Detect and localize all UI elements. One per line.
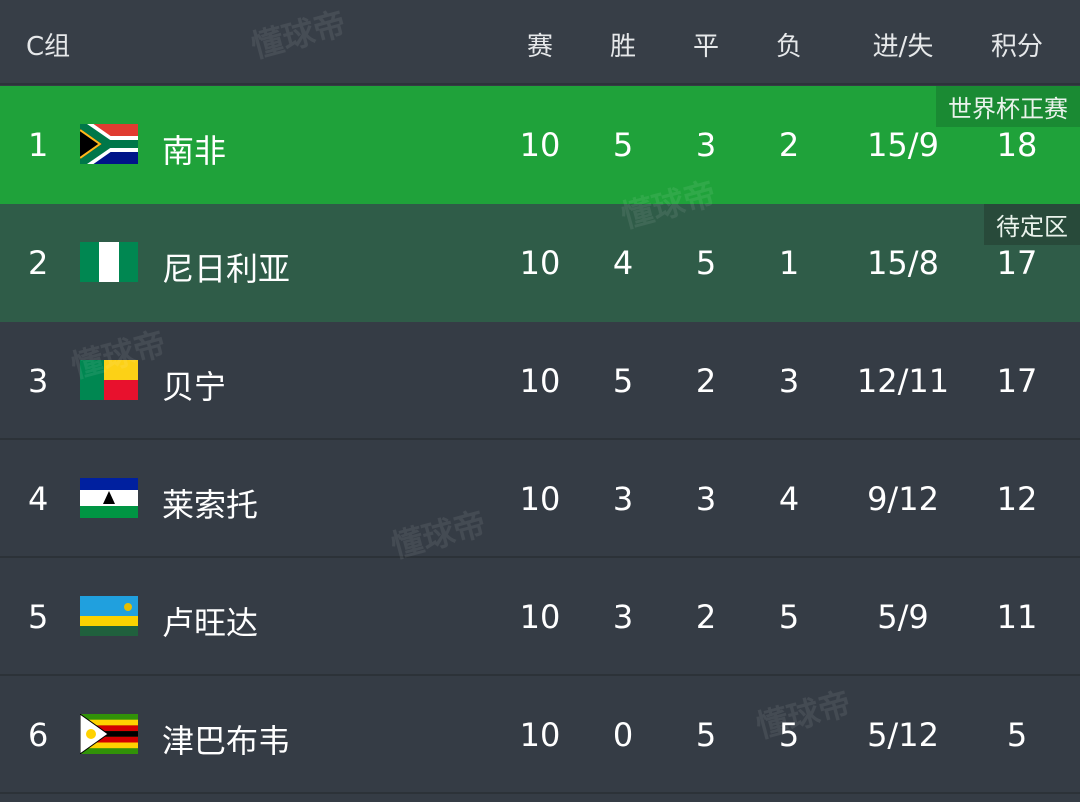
table-row[interactable]: 2 尼日利亚 10 4 5 1 15/8 17 待定区 xyxy=(0,204,1080,322)
benin-flag-icon xyxy=(80,360,138,400)
table-row[interactable]: 3 贝宁 10 5 2 3 12/11 17 xyxy=(0,322,1080,440)
col-played: 赛 xyxy=(526,32,554,62)
group-title: C组 xyxy=(26,32,71,62)
played-value: 10 xyxy=(519,244,561,282)
goals-value: 15/8 xyxy=(867,244,939,282)
points-value: 5 xyxy=(1006,716,1028,754)
played-value: 10 xyxy=(519,362,561,400)
goals-value: 5/9 xyxy=(877,598,929,636)
drawn-value: 3 xyxy=(695,126,717,164)
rank: 5 xyxy=(28,598,49,636)
rank: 3 xyxy=(28,362,49,400)
won-value: 3 xyxy=(612,598,634,636)
points-value: 12 xyxy=(996,480,1038,518)
table-row[interactable]: 1 南非 10 5 3 2 15/9 18 世界杯正赛 xyxy=(0,86,1080,204)
table-header: C组 赛 胜 平 负 进/失 积分 xyxy=(0,0,1080,85)
table-row[interactable]: 6 津巴布韦 10 0 5 5 5/12 5 xyxy=(0,676,1080,794)
drawn-value: 2 xyxy=(695,598,717,636)
lost-value: 3 xyxy=(778,362,800,400)
goals-value: 15/9 xyxy=(867,126,939,164)
col-points: 积分 xyxy=(990,32,1044,62)
lost-value: 5 xyxy=(778,598,800,636)
team-name[interactable]: 南非 xyxy=(162,132,227,170)
lost-value: 2 xyxy=(778,126,800,164)
rank: 1 xyxy=(28,126,49,164)
team-name[interactable]: 莱索托 xyxy=(162,486,259,524)
won-value: 4 xyxy=(612,244,634,282)
rank: 4 xyxy=(28,480,49,518)
played-value: 10 xyxy=(519,716,561,754)
played-value: 10 xyxy=(519,598,561,636)
points-value: 17 xyxy=(996,362,1038,400)
drawn-value: 3 xyxy=(695,480,717,518)
col-goals: 进/失 xyxy=(872,32,934,62)
team-name[interactable]: 津巴布韦 xyxy=(162,722,291,760)
table-row[interactable]: 5 卢旺达 10 3 2 5 5/9 11 xyxy=(0,558,1080,676)
zimbabwe-flag-icon xyxy=(80,714,138,754)
rank: 6 xyxy=(28,716,49,754)
lost-value: 4 xyxy=(778,480,800,518)
lesotho-flag-icon xyxy=(80,478,138,518)
points-value: 18 xyxy=(996,126,1038,164)
drawn-value: 5 xyxy=(695,716,717,754)
status-badge: 待定区 xyxy=(984,204,1080,245)
goals-value: 5/12 xyxy=(867,716,939,754)
nigeria-flag-icon xyxy=(80,242,138,282)
won-value: 5 xyxy=(612,362,634,400)
south-africa-flag-icon xyxy=(80,124,138,164)
played-value: 10 xyxy=(519,480,561,518)
lost-value: 5 xyxy=(778,716,800,754)
col-won: 胜 xyxy=(609,32,637,62)
col-lost: 负 xyxy=(775,32,803,62)
rank: 2 xyxy=(28,244,49,282)
team-name[interactable]: 卢旺达 xyxy=(162,604,259,642)
won-value: 5 xyxy=(612,126,634,164)
points-value: 11 xyxy=(996,598,1038,636)
team-name[interactable]: 尼日利亚 xyxy=(162,250,291,288)
col-drawn: 平 xyxy=(692,32,720,62)
goals-value: 9/12 xyxy=(867,480,939,518)
table-row[interactable]: 4 莱索托 10 3 3 4 9/12 12 xyxy=(0,440,1080,558)
drawn-value: 5 xyxy=(695,244,717,282)
drawn-value: 2 xyxy=(695,362,717,400)
rwanda-flag-icon xyxy=(80,596,138,636)
played-value: 10 xyxy=(519,126,561,164)
team-name[interactable]: 贝宁 xyxy=(162,368,227,406)
goals-value: 12/11 xyxy=(856,362,950,400)
lost-value: 1 xyxy=(778,244,800,282)
won-value: 3 xyxy=(612,480,634,518)
status-badge: 世界杯正赛 xyxy=(936,86,1080,127)
points-value: 17 xyxy=(996,244,1038,282)
won-value: 0 xyxy=(612,716,634,754)
